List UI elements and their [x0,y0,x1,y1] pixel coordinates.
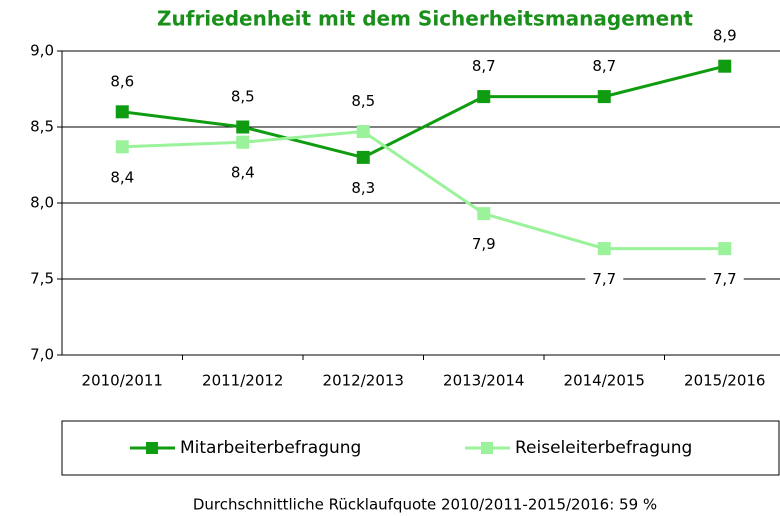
data-label-bg [223,163,262,184]
legend-marker [146,442,158,454]
y-tick-label: 7,5 [30,270,54,288]
data-label-bg [344,91,383,112]
x-tick-label: 2013/2014 [443,372,524,390]
data-label-bg [585,269,624,290]
marker [477,207,491,221]
y-tick-label: 9,0 [30,42,54,60]
data-label-group: 8,4 [223,163,262,184]
data-label-group: 8,7 [464,56,503,77]
footnote: Durchschnittliche Rücklaufquote 2010/201… [193,496,657,514]
data-label-group: 8,5 [344,91,383,112]
x-tick-label: 2011/2012 [202,372,283,390]
data-label: 8,5 [351,92,375,110]
marker [718,242,732,256]
marker [236,135,250,149]
data-label-bg [705,269,744,290]
data-label-bg [103,167,142,188]
data-label: 8,7 [592,57,616,75]
marker [115,140,129,154]
x-tick-label: 2015/2016 [684,372,765,390]
data-label: 8,3 [351,179,375,197]
data-label: 8,5 [231,88,255,106]
data-label-bg [585,56,624,77]
marker [356,150,370,164]
data-label: 8,4 [110,168,134,186]
series-line [122,130,725,251]
data-label: 7,7 [592,270,616,288]
x-tick-label: 2010/2011 [82,372,163,390]
y-tick-label: 8,5 [30,118,54,136]
marker [597,90,611,104]
y-tick-label: 7,0 [30,346,54,364]
marker [236,120,250,134]
data-label: 8,7 [472,57,496,75]
data-label-group: 8,9 [705,26,744,47]
legend-box [61,420,780,476]
y-tick-label: 8,0 [30,194,54,212]
data-label-group: 7,7 [705,269,744,290]
data-label-group: 7,7 [585,269,624,290]
data-label: 8,6 [110,72,134,90]
data-label-group: 8,7 [585,56,624,77]
legend-label: Reiseleiterbefragung [515,438,692,458]
data-label-bg [705,26,744,47]
data-label-bg [223,87,262,107]
marker [356,125,370,139]
x-tick-label: 2014/2015 [564,372,645,390]
data-label: 7,7 [713,270,737,288]
data-label: 8,4 [231,164,255,182]
data-label: 8,9 [713,27,737,45]
marker [597,242,611,256]
x-tick-label: 2012/2013 [323,372,404,390]
data-label: 7,9 [472,235,496,253]
marker [718,59,732,73]
marker [115,105,129,119]
data-label-bg [103,71,142,92]
legend-marker [481,442,493,454]
data-label-bg [464,234,503,255]
series-line [122,64,726,159]
data-label-bg [344,178,383,199]
data-label-group: 8,3 [344,178,383,199]
data-label-group: 7,9 [464,234,503,255]
data-label-group: 8,5 [223,87,262,107]
legend-label: Mitarbeiterbefragung [180,438,361,458]
marker [477,90,491,104]
chart-title: Zufriedenheit mit dem Sicherheitsmanagem… [157,7,693,31]
data-label-bg [464,56,503,77]
data-label-group: 8,4 [103,167,142,188]
data-label-group: 8,6 [103,71,142,92]
